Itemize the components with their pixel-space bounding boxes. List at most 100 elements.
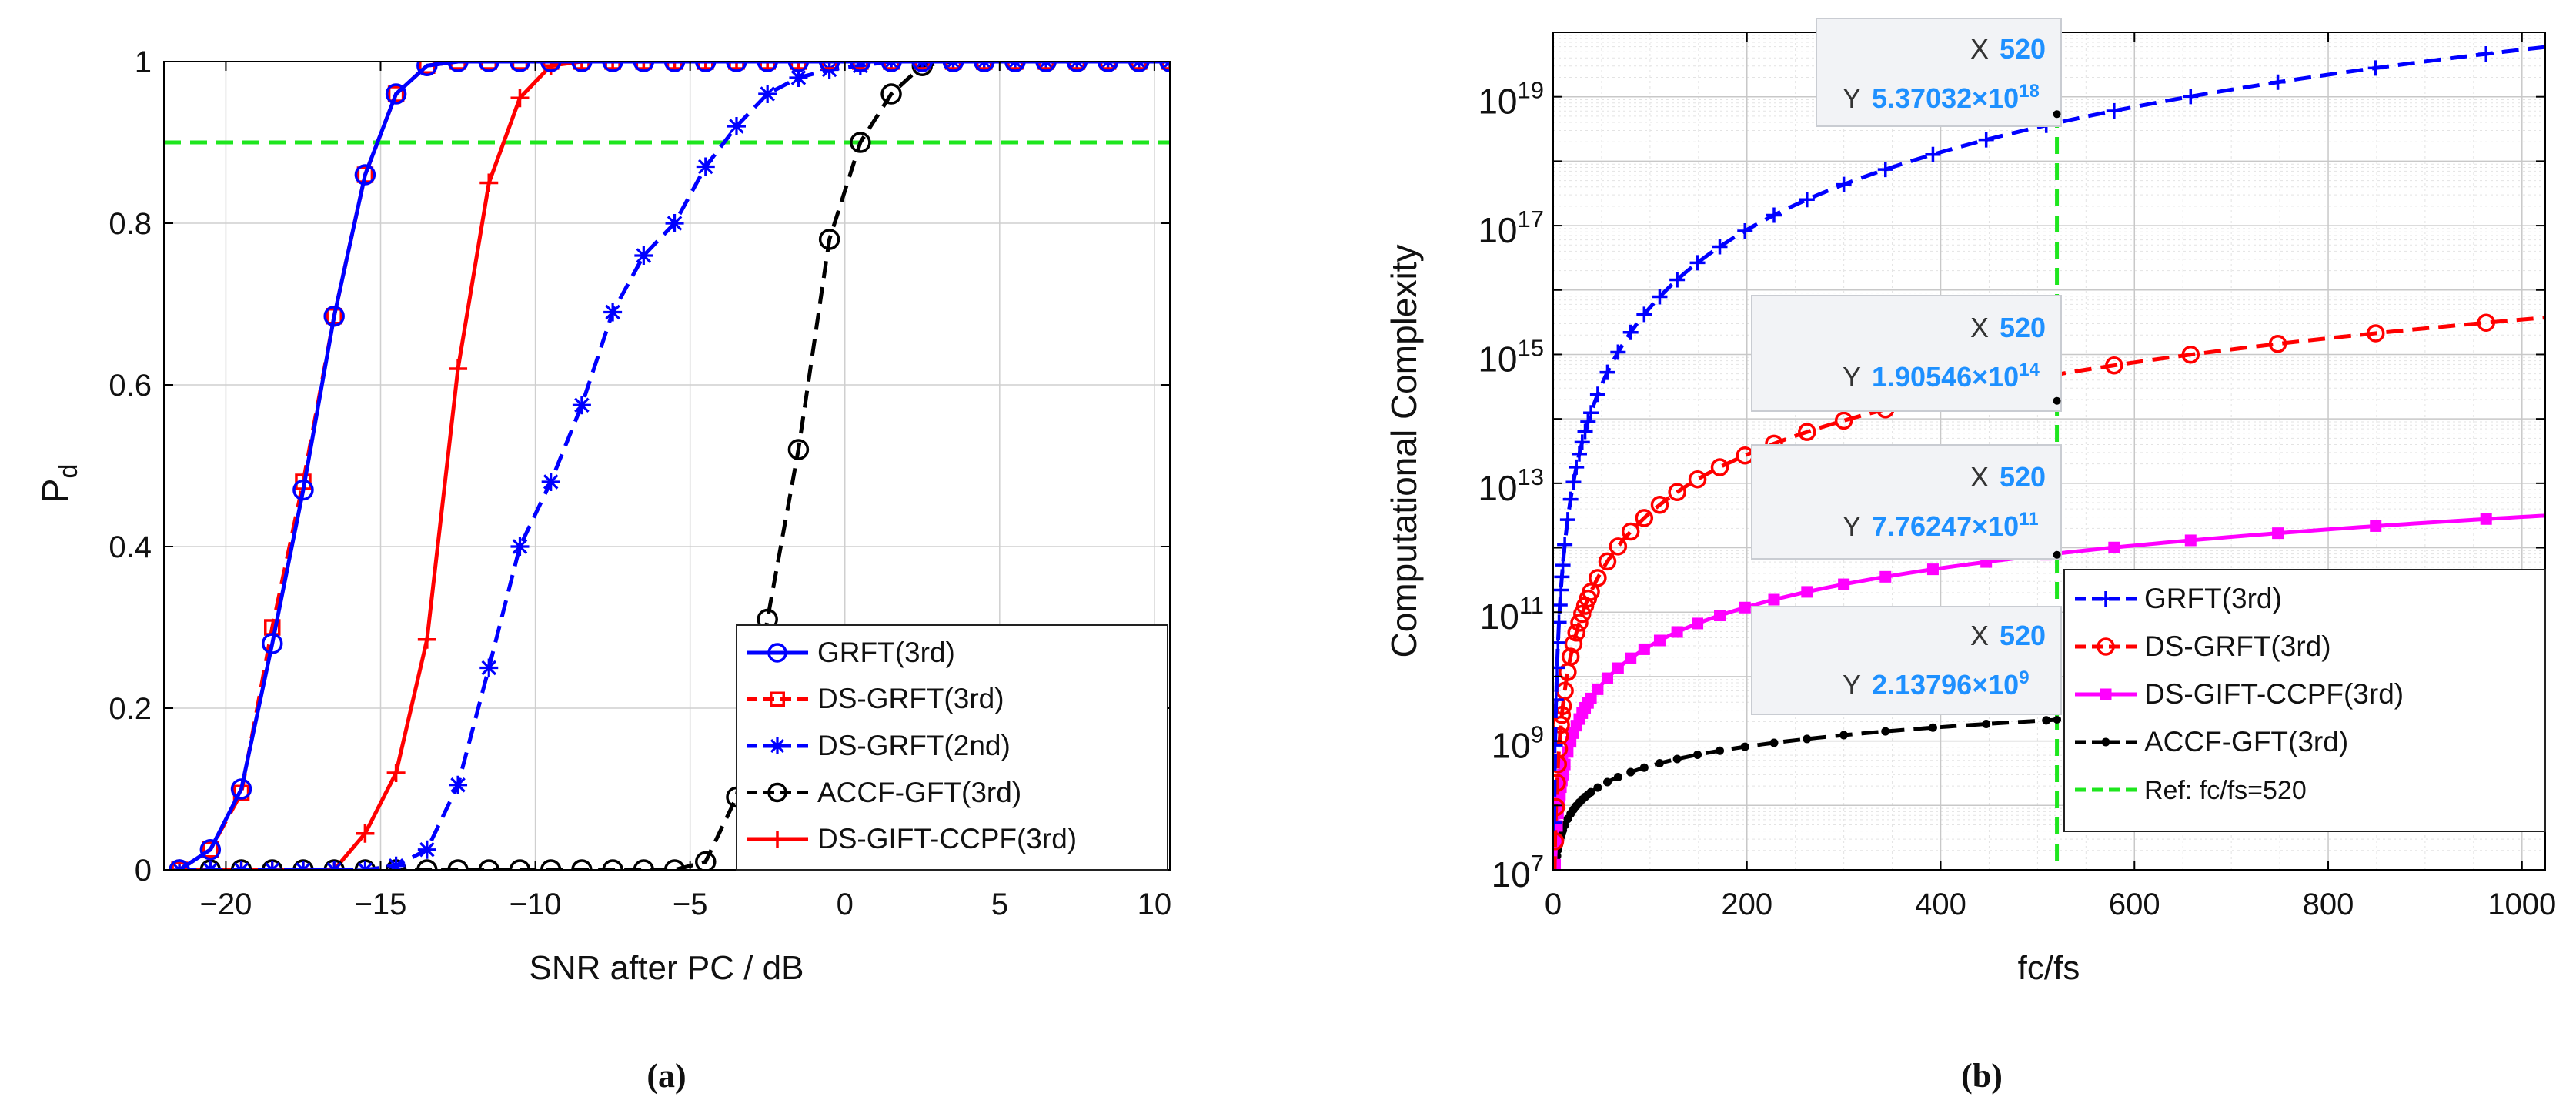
data-point <box>1928 723 1937 732</box>
data-point <box>603 303 623 322</box>
data-point <box>540 859 562 870</box>
legend-label: GRFT(3rd) <box>817 637 955 668</box>
x-tick-label: −15 <box>355 888 407 921</box>
data-point <box>1068 62 1086 70</box>
data-point <box>1583 405 1599 421</box>
data-point <box>633 62 655 72</box>
legend-label: ACCF-GFT(3rd) <box>817 777 1021 808</box>
data-point <box>1582 583 1600 601</box>
data-point <box>767 643 787 663</box>
datatip-box <box>1751 606 2062 715</box>
data-point <box>944 62 962 70</box>
data-point <box>199 839 222 861</box>
data-point <box>666 62 683 70</box>
datatip-y-mantissa: 1.90546×10 <box>1872 361 2019 393</box>
data-point <box>292 479 314 501</box>
data-point <box>1553 814 1562 831</box>
datatip: X 520 Y 2.13796×109 <box>1751 606 2062 715</box>
data-point <box>1553 597 1568 613</box>
x-tick-label: −5 <box>673 888 708 921</box>
data-point <box>386 764 406 782</box>
data-point <box>1716 746 1725 755</box>
axes-frame-a <box>163 61 1171 871</box>
x-tick-label: 400 <box>1915 888 1966 921</box>
y-tick-base: 10 <box>1478 82 1517 122</box>
data-point <box>202 841 219 858</box>
data-point <box>1655 758 1664 767</box>
data-point <box>975 62 993 70</box>
data-point <box>511 62 529 70</box>
data-point <box>1622 324 1639 340</box>
data-point <box>1553 774 1566 792</box>
data-point <box>663 859 686 870</box>
datatip-y-value: 5.37032×1018 <box>1872 81 2040 114</box>
data-point <box>1555 557 1571 573</box>
data-point <box>1638 643 1650 655</box>
x-tick-label: −20 <box>200 888 252 921</box>
x-tick-label: 0 <box>837 888 854 921</box>
datatip-point <box>2053 550 2061 559</box>
data-point <box>1626 767 1635 777</box>
data-point <box>818 62 840 72</box>
data-point <box>1639 763 1649 772</box>
datatip-x-key: X <box>1970 461 1989 493</box>
data-point <box>1035 62 1057 72</box>
y-tick-base: 10 <box>1492 854 1531 894</box>
data-point <box>1877 162 1893 178</box>
legend-label: DS-GRFT(3rd) <box>817 683 1004 714</box>
data-point <box>573 62 590 70</box>
data-point <box>1564 634 1583 654</box>
data-point <box>417 840 436 859</box>
legend-samples-a <box>747 643 808 848</box>
data-point <box>1561 647 1580 666</box>
y-tick-exponent: 11 <box>1519 592 1544 619</box>
data-point <box>447 859 469 870</box>
data-point <box>2183 89 2199 105</box>
data-point <box>883 62 900 70</box>
y-tick-label: 0.8 <box>109 207 152 241</box>
y-tick-exponent: 15 <box>1518 334 1544 361</box>
data-point <box>1586 787 1595 797</box>
data-point <box>416 859 438 870</box>
datatip-x-value: 520 <box>2000 33 2046 65</box>
data-point <box>1766 207 1782 223</box>
data-point <box>787 439 810 460</box>
data-point <box>1574 434 1590 450</box>
data-point <box>1066 62 1088 72</box>
data-point <box>1573 604 1592 624</box>
data-point <box>1652 289 1668 305</box>
data-point <box>759 62 776 70</box>
data-point <box>1562 491 1579 507</box>
legend-a: GRFT(3rd) DS-GRFT(3rd) DS-GRFT(2nd) ACCF… <box>736 624 1168 871</box>
data-point <box>510 537 530 556</box>
data-point <box>1653 634 1666 647</box>
data-point <box>1669 272 1686 288</box>
data-point <box>1577 423 1593 440</box>
data-point <box>1553 692 1564 708</box>
data-point <box>880 83 902 105</box>
data-point <box>1553 737 1563 754</box>
data-point <box>1097 62 1119 72</box>
data-point <box>1881 727 1890 736</box>
data-point <box>2100 688 2112 700</box>
data-point <box>1569 459 1585 475</box>
datatip-y-key: Y <box>1843 82 1861 114</box>
data-point <box>758 85 777 103</box>
y-tick-label: 0 <box>135 854 152 888</box>
data-point <box>635 62 653 70</box>
data-point <box>1553 832 1565 851</box>
data-point <box>1599 364 1615 380</box>
y-tick-base: 10 <box>1478 210 1517 250</box>
series-line <box>179 62 1170 870</box>
data-point <box>1692 617 1704 630</box>
data-point <box>633 859 655 870</box>
legend-label: DS-GIFT-CCPF(3rd) <box>2144 678 2404 710</box>
data-point <box>767 782 787 803</box>
datatip: X 520 Y 1.90546×1014 <box>1751 295 2062 412</box>
tick-marks-a <box>164 61 1170 871</box>
data-point <box>2042 716 2051 725</box>
data-point <box>1565 474 1582 490</box>
data-point <box>1803 734 1812 744</box>
data-point <box>1925 146 1941 162</box>
y-axis-label-subscript: d <box>54 464 83 479</box>
